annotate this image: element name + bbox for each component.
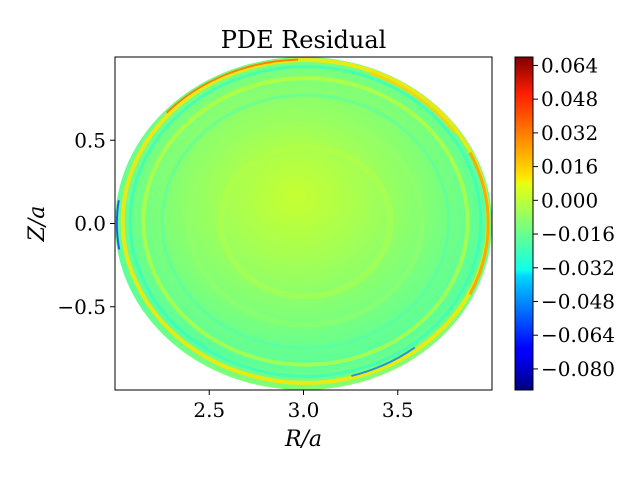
residual-ring: [141, 76, 470, 367]
x-tick-label: 2.5: [193, 398, 225, 422]
colorbar-tick-label: −0.080: [541, 357, 615, 381]
residual-edge-band: [115, 200, 121, 250]
residual-ring: [160, 93, 451, 350]
x-tick-label: 3.0: [288, 398, 320, 422]
residual-ring: [186, 115, 425, 328]
y-tick-label: 0.5: [74, 128, 106, 152]
plot-area: [115, 57, 492, 390]
residual-ring: [128, 65, 483, 378]
residual-edge-band: [369, 71, 456, 134]
colorbar: [515, 57, 533, 390]
y-axis-ticks: 0.5 0.0 −0.5: [57, 128, 115, 319]
residual-edge-band: [351, 346, 416, 377]
chart-title: PDE Residual: [221, 26, 387, 54]
colorbar-tick-label: 0.032: [541, 121, 598, 145]
y-tick-label: −0.5: [57, 295, 106, 319]
colorbar-ticks: 0.064 0.048 0.032 0.016 0.000 −0.016 −0.032 −0.…: [533, 53, 615, 381]
colorbar-tick-label: −0.032: [541, 256, 615, 280]
y-axis-label: Z/a: [25, 206, 50, 243]
residual-edge-band: [468, 151, 490, 296]
residual-rings: [115, 57, 491, 386]
y-tick-label: 0.0: [74, 212, 106, 236]
colorbar-tick-label: 0.000: [541, 188, 598, 212]
colorbar-tick-label: 0.016: [541, 155, 598, 179]
colorbar-tick-label: −0.048: [541, 289, 615, 313]
residual-edge-band: [165, 58, 299, 114]
colorbar-tick-label: 0.064: [541, 53, 598, 77]
residual-field: [115, 57, 492, 390]
residual-ring: [217, 143, 394, 300]
colorbar-tick-label: −0.064: [541, 323, 615, 347]
x-tick-label: 3.5: [382, 398, 414, 422]
x-axis-label: R/a: [284, 427, 322, 452]
colorbar-tick-label: 0.048: [541, 87, 598, 111]
colorbar-tick-label: −0.016: [541, 222, 615, 246]
x-axis-ticks: 2.5 3.0 3.5: [193, 390, 414, 422]
colorbar-frame: [514, 56, 534, 391]
